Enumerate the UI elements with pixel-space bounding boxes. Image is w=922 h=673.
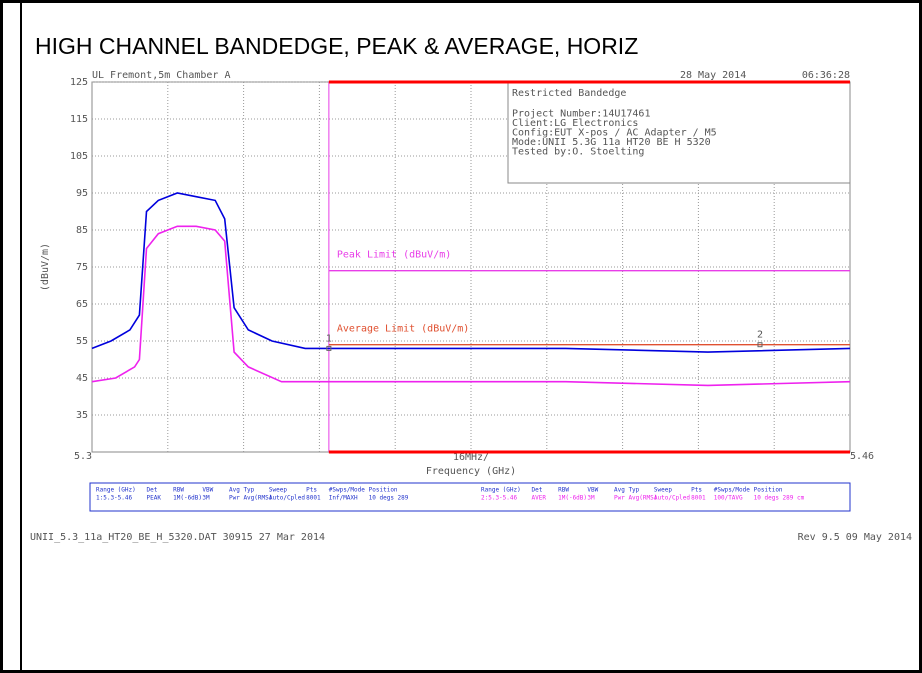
y-tick-label: 105: [70, 151, 88, 162]
settings-header: Pts: [306, 487, 317, 494]
y-tick-label: 115: [70, 114, 88, 125]
settings-header: VBW: [202, 487, 213, 494]
settings-value: 3M: [587, 495, 595, 502]
info-line: Project Number:14U17461: [512, 109, 650, 120]
settings-value: Pwr Avg(RMS): [229, 495, 272, 502]
settings-value: 1:5.3-5.46: [96, 495, 133, 502]
settings-header: #Swps/Mode: [329, 487, 366, 494]
info-line: Config:EUT X-pos / AC Adapter / M5: [512, 128, 717, 139]
settings-header: Range (GHz): [481, 487, 521, 494]
marker: [326, 345, 332, 351]
settings-header: Position: [369, 487, 398, 494]
x-div-label: 16MHz/: [453, 452, 489, 463]
header-time: 06:36:28: [802, 70, 850, 81]
footer-left: UNII_5.3_11a_HT20_BE_H_5320.DAT 30915 27…: [30, 532, 325, 543]
settings-value: Auto/Cpled: [654, 495, 691, 502]
settings-header: Avg Typ: [614, 487, 640, 494]
y-tick-label: 55: [76, 336, 88, 347]
settings-value: Auto/Cpled: [269, 495, 306, 502]
settings-header: RBW: [558, 487, 569, 494]
footer-right: Rev 9.5 09 May 2014: [798, 532, 912, 543]
y-tick-label: 65: [76, 299, 88, 310]
marker: [757, 342, 763, 348]
settings-value: 1M(-6dB): [558, 495, 587, 502]
y-tick-label: 75: [76, 262, 88, 273]
settings-value: Pwr Avg(RMS): [614, 495, 657, 502]
y-tick-label: 125: [70, 77, 88, 88]
trace: [91, 192, 851, 353]
settings-header: Sweep: [654, 487, 672, 494]
settings-value: AVER: [532, 495, 547, 502]
y-axis-label: (dBuV/m): [40, 243, 51, 291]
settings-value: 10 degs 289 cm: [754, 495, 805, 502]
settings-value: 2:5.3-5.46: [481, 495, 518, 502]
info-line: Tested by:O. Stoelting: [512, 147, 644, 158]
settings-header: Pts: [691, 487, 702, 494]
settings-value: 8001: [691, 495, 706, 502]
settings-value: Inf/MAXH: [329, 495, 358, 502]
limit-label: Peak Limit (dBuV/m): [337, 250, 451, 261]
settings-value: 8001: [306, 495, 321, 502]
marker-label: 1: [326, 333, 332, 344]
settings-header: RBW: [173, 487, 184, 494]
y-tick-label: 35: [76, 410, 88, 421]
settings-header: Det: [532, 487, 543, 494]
settings-value: 3M: [202, 495, 210, 502]
settings-value: 1M(-6dB): [173, 495, 202, 502]
chart-title: HIGH CHANNEL BANDEDGE, PEAK & AVERAGE, H…: [35, 33, 638, 59]
settings-header: Det: [147, 487, 158, 494]
settings-header: #Swps/Mode: [714, 487, 751, 494]
marker-label: 2: [757, 330, 763, 341]
header-date: 28 May 2014: [680, 70, 746, 81]
info-box: [507, 81, 851, 184]
settings-header: Position: [754, 487, 783, 494]
settings-value: 10 degs 289: [369, 495, 409, 502]
header-left: UL Fremont,5m Chamber A: [92, 70, 230, 81]
x-tick-label: 5.3: [74, 451, 92, 462]
settings-header: Avg Typ: [229, 487, 255, 494]
y-tick-label: 45: [76, 373, 88, 384]
settings-header: VBW: [587, 487, 598, 494]
y-tick-label: 95: [76, 188, 88, 199]
settings-value: PEAK: [147, 495, 162, 502]
x-axis-label: Frequency (GHz): [426, 466, 516, 477]
info-line: Client:LG Electronics: [512, 118, 638, 129]
info-line: Mode:UNII 5.3G 11a HT20 BE H 5320: [512, 137, 711, 148]
settings-header: Sweep: [269, 487, 287, 494]
settings-header: Range (GHz): [96, 487, 136, 494]
y-tick-label: 85: [76, 225, 88, 236]
limit-label: Average Limit (dBuV/m): [337, 324, 469, 335]
x-tick-label: 5.46: [850, 451, 874, 462]
trace: [91, 225, 851, 387]
settings-box: [89, 482, 851, 512]
info-line: Restricted Bandedge: [512, 88, 626, 99]
settings-value: 100/TAVG: [714, 495, 743, 502]
